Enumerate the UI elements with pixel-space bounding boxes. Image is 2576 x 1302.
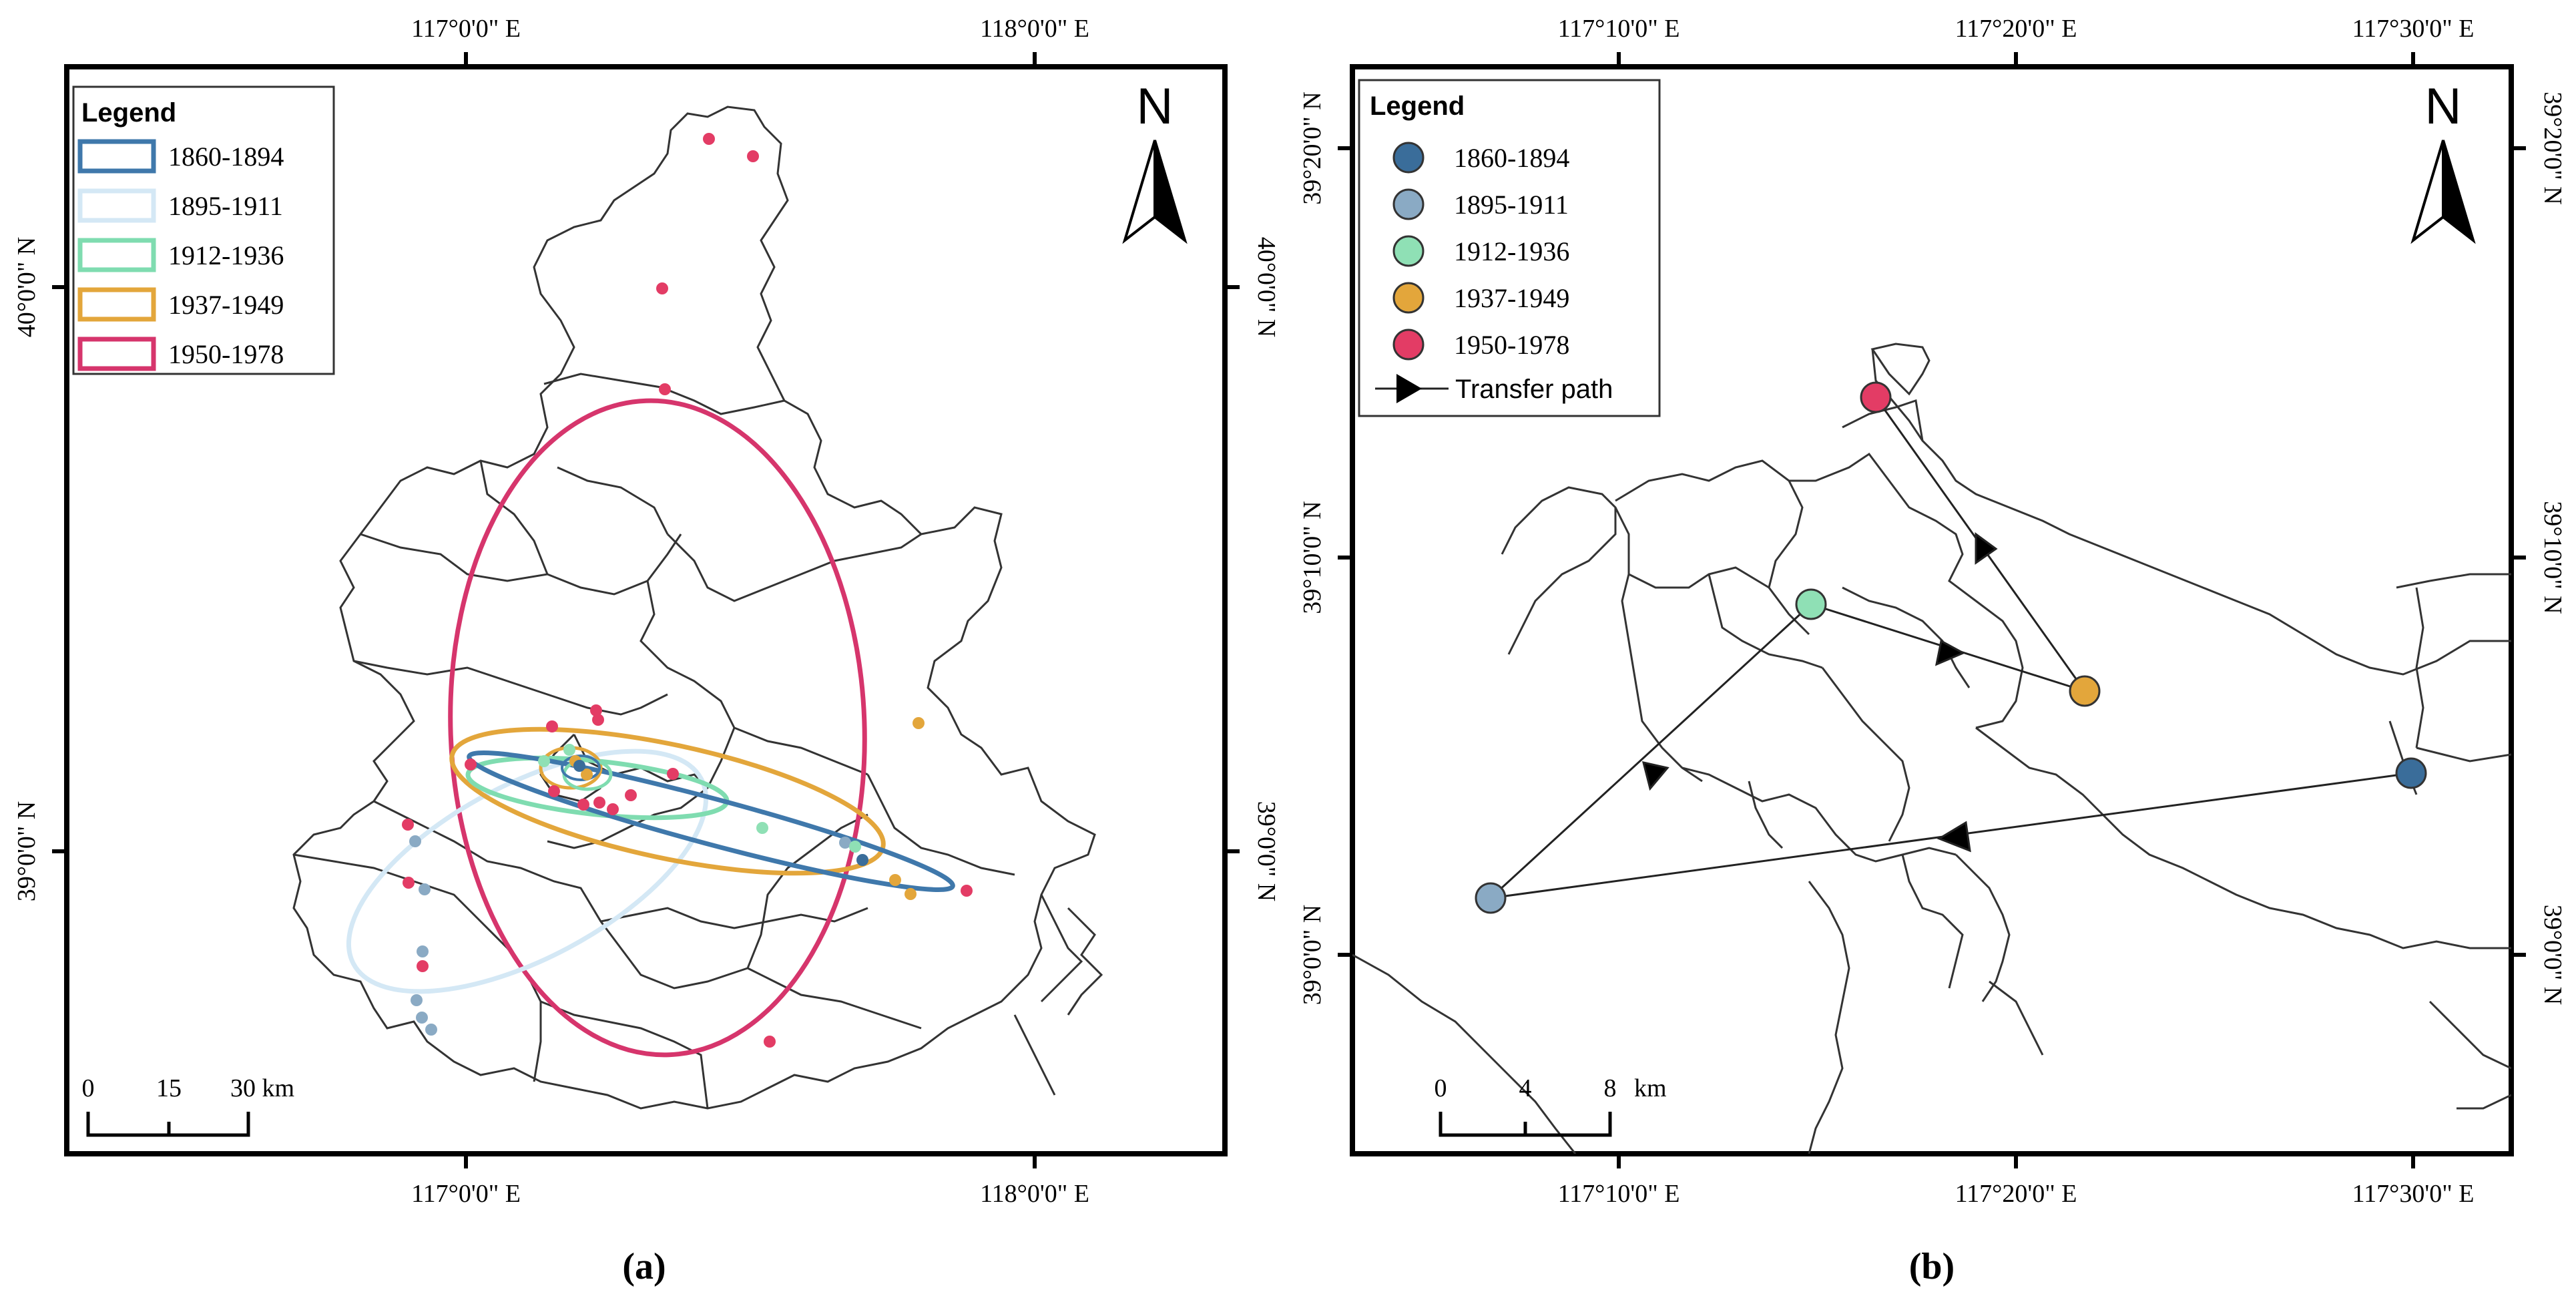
panel-a-x-tick-top-2: 118°0'0" E	[980, 15, 1089, 43]
panel-a-legend-label-5: 1950-1978	[168, 339, 284, 369]
panel-a-legend-label-4: 1937-1949	[168, 290, 284, 320]
panel-a-scale-bar: 0 15 30 km	[82, 1074, 294, 1137]
points-1895-1911	[409, 835, 851, 1036]
panel-b-x-tick-top-3: 117°30'0" E	[2352, 15, 2475, 43]
panel-b-y-tick-right-2: 39°10'0" N	[2539, 501, 2567, 614]
panel-b-scale-label-8: 8	[1604, 1074, 1617, 1102]
transfer-arrow-1	[1937, 821, 1971, 853]
panel-a-scale-label-15: 15	[156, 1074, 182, 1102]
panel-b: 117°10'0" E 117°20'0" E 117°30'0" E 117°…	[1298, 15, 2567, 1287]
panel-b-center-points	[1475, 381, 2427, 914]
panel-a-district-boundaries	[292, 105, 1103, 1110]
panel-b-legend-path-label: Transfer path	[1455, 375, 1613, 404]
panel-b-y-tick-right-1: 39°20'0" N	[2539, 91, 2567, 205]
panel-b-x-tick-bottom-2: 117°20'0" E	[1955, 1180, 2077, 1208]
panel-b-x-tick-top-1: 117°10'0" E	[1558, 15, 1680, 43]
panel-a-legend-title: Legend	[81, 98, 176, 128]
panel-a-y-tick-left-2: 39°0'0" N	[13, 801, 41, 902]
panel-b-scale-label-km: km	[1634, 1074, 1667, 1102]
center-1860-1894	[2395, 757, 2427, 789]
panel-a-scale-label-30: 30 km	[230, 1074, 294, 1102]
panel-b-y-tick-left-3: 39°0'0" N	[1298, 905, 1326, 1006]
panel-a-legend-label-1: 1860-1894	[168, 142, 284, 172]
panel-b-y-tick-left-1: 39°20'0" N	[1298, 91, 1326, 205]
center-1937-1949	[2069, 675, 2101, 707]
points-1950-1978	[402, 133, 973, 1048]
ellipse-core-3	[561, 754, 601, 781]
ellipse-1937-1949	[449, 726, 886, 876]
panel-a-north-label: N	[1137, 78, 1174, 135]
panel-a-y-tick-right-1: 40°0'0" N	[1252, 237, 1280, 338]
panel-a-points	[402, 133, 973, 1048]
transfer-arrow-3	[1935, 639, 1966, 666]
panel-a-tick-marks	[52, 52, 1240, 1168]
panel-b-legend-label-4: 1937-1949	[1454, 283, 1569, 313]
panel-a-scale-label-0: 0	[82, 1074, 95, 1102]
panel-b-legend-title: Legend	[1370, 91, 1465, 121]
panel-a-y-tick-left-1: 40°0'0" N	[13, 237, 41, 338]
panel-b-x-tick-bottom-3: 117°30'0" E	[2352, 1180, 2475, 1208]
panel-b-scale-label-4: 4	[1519, 1074, 1532, 1102]
points-1860-1894	[573, 760, 868, 866]
panel-b-scale-bar: 0 4 8 km	[1435, 1074, 1667, 1137]
panel-b-caption: (b)	[1909, 1246, 1955, 1287]
ellipse-1860-1894	[467, 750, 955, 892]
points-1912-1936	[538, 744, 861, 853]
transfer-arrow-4	[1975, 532, 1998, 565]
center-1895-1911	[1475, 882, 1507, 914]
panel-b-legend-label-2: 1895-1911	[1454, 190, 1569, 220]
panel-b-tick-marks	[1338, 52, 2526, 1168]
panel-b-north-arrow: N	[2410, 78, 2476, 244]
panel-b-north-label: N	[2425, 78, 2462, 135]
panel-a-legend-label-3: 1912-1936	[168, 240, 284, 270]
panel-b-legend-label-1: 1860-1894	[1454, 143, 1569, 173]
center-1912-1936	[1795, 588, 1827, 620]
panel-b-x-tick-top-2: 117°20'0" E	[1955, 15, 2077, 43]
panel-a-north-arrow: N	[1122, 78, 1188, 244]
panel-a-x-tick-bottom-2: 118°0'0" E	[980, 1180, 1089, 1208]
transfer-arrow-2	[1641, 761, 1669, 791]
panel-a-y-tick-right-2: 39°0'0" N	[1252, 801, 1280, 902]
panel-b-legend-label-3: 1912-1936	[1454, 236, 1569, 266]
panel-a-legend-label-2: 1895-1911	[168, 191, 283, 221]
panel-a-legend: Legend 1860-1894 1895-1911 1912-1936 193…	[72, 85, 335, 375]
panel-a: 117°0'0" E 118°0'0" E 117°0'0" E 118°0'0…	[13, 15, 1280, 1287]
panel-a-x-tick-top-1: 117°0'0" E	[411, 15, 521, 43]
center-1950-1978	[1860, 381, 1892, 413]
panel-a-caption: (a)	[622, 1246, 666, 1287]
ellipse-1950-1978	[448, 398, 867, 1058]
panel-b-legend: Legend 1860-1894 1895-1911 1912-1936 193…	[1358, 79, 1661, 417]
panel-b-district-boundaries	[1352, 343, 2511, 1154]
panel-b-y-tick-left-2: 39°10'0" N	[1298, 501, 1326, 614]
panel-a-x-tick-bottom-1: 117°0'0" E	[411, 1180, 521, 1208]
panel-b-transfer-path	[1489, 397, 2412, 899]
legend-arrow-icon	[1396, 374, 1422, 403]
panel-b-y-tick-right-3: 39°0'0" N	[2539, 905, 2567, 1006]
panel-b-scale-label-0: 0	[1435, 1074, 1447, 1102]
panel-b-x-tick-bottom-1: 117°10'0" E	[1558, 1180, 1680, 1208]
panel-b-legend-label-5: 1950-1978	[1454, 330, 1569, 360]
